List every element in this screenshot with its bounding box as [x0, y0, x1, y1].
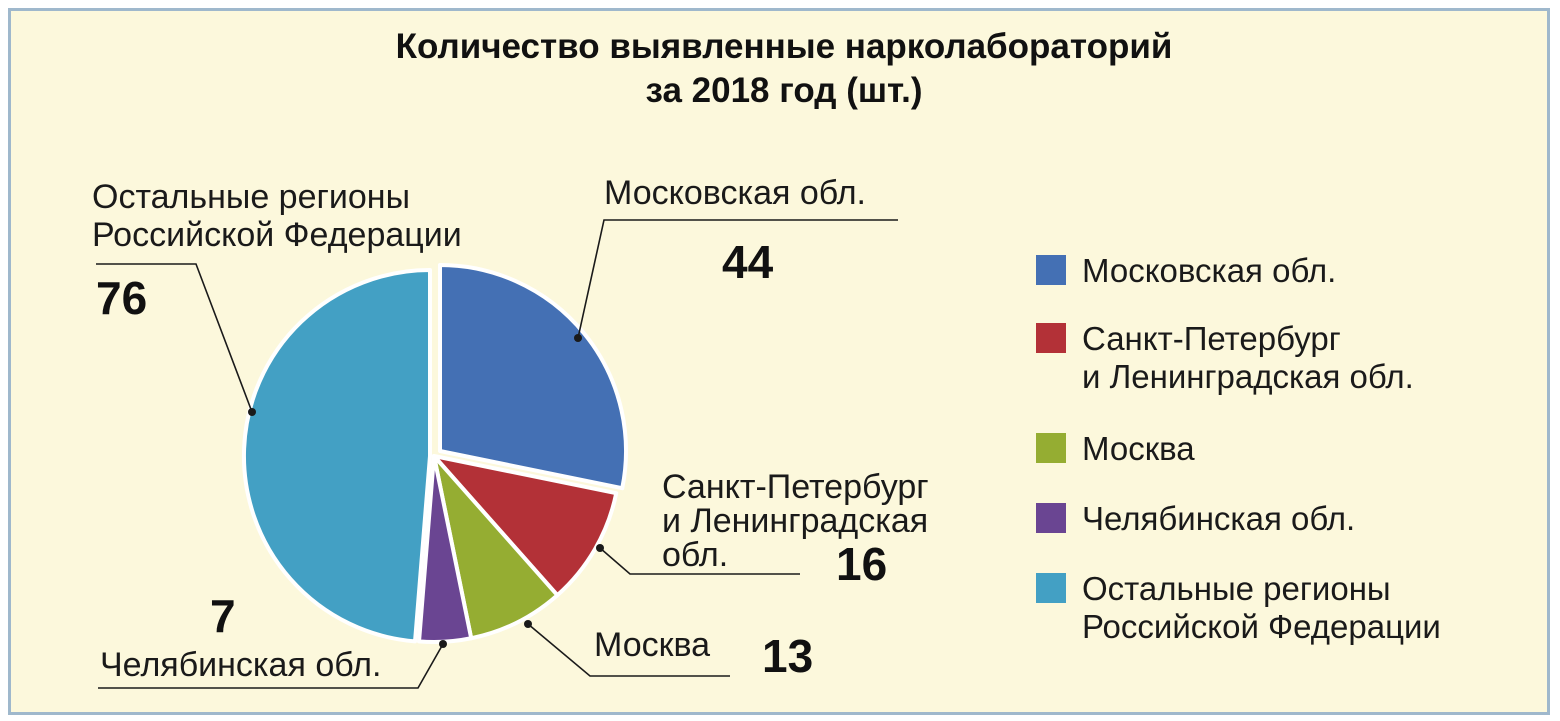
- leader-line: [599, 547, 800, 575]
- legend-label: Российской Федерации: [1082, 608, 1441, 645]
- leader-dot: [248, 408, 256, 416]
- chart-title: Количество выявленные нарколабораторий за…: [396, 27, 1173, 110]
- data-label: 76: [96, 272, 147, 324]
- legend-label: и Ленинградская обл.: [1082, 358, 1414, 395]
- slice-label: Российской Федерации: [92, 216, 462, 254]
- pie-slice: [241, 268, 432, 644]
- leader-line: [577, 219, 898, 339]
- leader-dot: [574, 334, 582, 342]
- data-label: 7: [210, 590, 236, 642]
- slice-label: Санкт-Петербург: [662, 468, 929, 506]
- leader-lines: [96, 219, 898, 689]
- slice-label: Остальные регионы: [92, 178, 410, 216]
- chart-panel: [8, 8, 1550, 715]
- leader-dot: [596, 544, 604, 552]
- legend-label: Остальные регионы: [1082, 570, 1391, 607]
- leader-dot: [524, 620, 532, 628]
- data-label: 16: [836, 538, 887, 590]
- pie-slice: [438, 263, 628, 491]
- slice-label: и Ленинградская: [662, 502, 928, 540]
- leader-dot: [439, 640, 447, 648]
- legend-label: Челябинская обл.: [1082, 500, 1355, 537]
- data-label: 13: [762, 630, 813, 682]
- legend-swatch: [1036, 323, 1066, 353]
- pie-slices: [241, 263, 628, 644]
- leader-line: [98, 643, 444, 689]
- legend-swatch: [1036, 433, 1066, 463]
- slice-label: Челябинская обл.: [100, 646, 381, 684]
- chart-title-line: за 2018 год (шт.): [646, 71, 923, 110]
- legend-label: Москва: [1082, 430, 1195, 467]
- leader-line: [96, 263, 253, 413]
- chart-title-line: Количество выявленные нарколабораторий: [396, 27, 1173, 66]
- data-label: 44: [722, 236, 774, 288]
- pie-slice: [432, 454, 619, 598]
- legend-swatch: [1036, 503, 1066, 533]
- legend-swatch: [1036, 573, 1066, 603]
- slice-label: обл.: [662, 536, 728, 574]
- slice-label: Москва: [594, 626, 710, 664]
- legend-label: Московская обл.: [1082, 252, 1336, 289]
- legend-swatch: [1036, 255, 1066, 285]
- slice-label: Московская обл.: [604, 174, 866, 212]
- leader-line: [527, 623, 730, 677]
- legend-label: Санкт-Петербург: [1082, 320, 1341, 357]
